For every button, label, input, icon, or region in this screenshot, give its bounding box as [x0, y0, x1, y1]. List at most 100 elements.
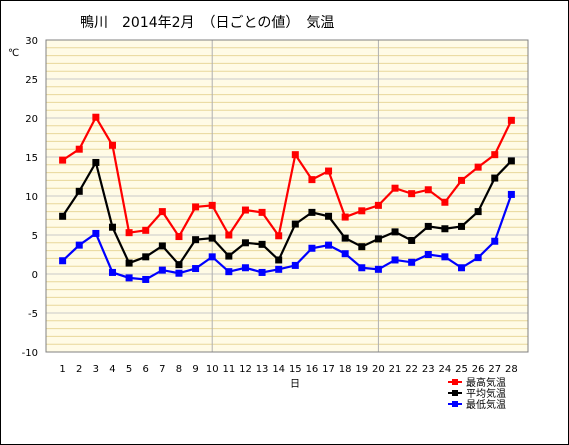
data-point-series-2	[374, 265, 382, 273]
data-point-series-1	[175, 261, 183, 269]
data-point-series-0	[192, 203, 200, 211]
x-tick-label: 1	[59, 364, 65, 375]
data-point-series-0	[291, 151, 299, 159]
legend-label: 最低気温	[466, 398, 506, 411]
x-tick-label: 27	[488, 364, 501, 375]
data-point-series-2	[241, 264, 249, 272]
data-point-series-2	[474, 254, 482, 262]
data-point-series-2	[408, 258, 416, 266]
data-point-series-1	[507, 157, 515, 165]
x-tick-label: 4	[109, 364, 115, 375]
data-point-series-0	[491, 151, 499, 159]
x-tick-label: 2	[76, 364, 82, 375]
data-point-series-1	[441, 225, 449, 233]
x-tick-label: 19	[355, 364, 368, 375]
x-tick-label: 10	[206, 364, 219, 375]
x-tick-label: 11	[222, 364, 235, 375]
x-tick-label: 7	[159, 364, 165, 375]
data-point-series-2	[208, 253, 216, 261]
data-point-series-0	[125, 229, 133, 237]
data-point-series-2	[441, 253, 449, 261]
legend-marker	[452, 379, 458, 385]
series-line-2	[61, 194, 513, 281]
data-point-series-0	[225, 231, 233, 239]
data-point-series-1	[308, 208, 316, 216]
data-point-series-2	[158, 266, 166, 274]
y-tick-label: -5	[28, 309, 38, 320]
y-tick-label: 5	[32, 231, 38, 242]
x-tick-label: 28	[505, 364, 518, 375]
data-point-series-2	[75, 241, 83, 249]
data-point-series-2	[341, 250, 349, 258]
data-point-series-2	[291, 261, 299, 269]
x-tick-label: 26	[472, 364, 485, 375]
data-point-series-2	[308, 244, 316, 252]
data-point-series-1	[358, 243, 366, 251]
y-tick-label: 10	[25, 192, 38, 203]
data-point-series-0	[374, 201, 382, 209]
data-point-series-1	[158, 242, 166, 250]
data-point-series-0	[142, 226, 150, 234]
data-point-series-0	[75, 145, 83, 153]
data-point-series-1	[92, 158, 100, 166]
data-point-series-1	[391, 228, 399, 236]
data-point-series-1	[474, 208, 482, 216]
data-point-series-1	[275, 256, 283, 264]
x-tick-label: 23	[422, 364, 435, 375]
data-point-series-0	[341, 213, 349, 221]
x-tick-label: 18	[339, 364, 352, 375]
data-point-series-1	[125, 259, 133, 267]
data-point-series-1	[374, 235, 382, 243]
x-tick-label: 15	[289, 364, 302, 375]
data-point-series-1	[408, 236, 416, 244]
data-point-series-2	[491, 237, 499, 245]
x-tick-label: 6	[143, 364, 149, 375]
legend-marker	[452, 390, 458, 396]
y-tick-label: 25	[25, 75, 38, 86]
y-tick-label: 15	[25, 153, 38, 164]
x-tick-label: 21	[389, 364, 402, 375]
data-point-series-2	[192, 265, 200, 273]
y-tick-label: 0	[32, 270, 38, 281]
data-point-series-0	[507, 116, 515, 124]
data-point-series-1	[491, 174, 499, 182]
legend-label: 平均気温	[466, 387, 506, 400]
y-tick-label: 20	[25, 114, 38, 125]
data-point-series-0	[92, 113, 100, 121]
data-point-series-1	[241, 239, 249, 247]
x-tick-label: 3	[93, 364, 99, 375]
data-point-series-0	[208, 201, 216, 209]
data-point-series-0	[408, 190, 416, 198]
chart-title: 鴨川 2014年2月 （日ごとの値） 気温	[80, 15, 335, 31]
data-point-series-2	[275, 265, 283, 273]
data-point-series-0	[158, 208, 166, 216]
data-point-series-2	[175, 269, 183, 277]
data-point-series-1	[108, 223, 116, 231]
data-point-series-2	[507, 190, 515, 198]
data-point-series-0	[325, 167, 333, 175]
data-point-series-0	[424, 186, 432, 194]
data-point-series-2	[325, 241, 333, 249]
data-point-series-0	[474, 163, 482, 171]
legend-marker	[452, 401, 458, 407]
data-point-series-2	[424, 251, 432, 258]
data-point-series-1	[59, 212, 67, 220]
series-line-1	[61, 159, 513, 267]
data-point-series-2	[59, 257, 67, 265]
data-point-series-1	[341, 234, 349, 242]
data-point-series-0	[358, 207, 366, 215]
x-axis-label: 日	[290, 379, 300, 390]
data-point-series-1	[258, 240, 266, 248]
data-point-series-0	[59, 156, 67, 164]
data-point-series-2	[391, 256, 399, 264]
x-tick-label: 14	[272, 364, 285, 375]
y-tick-label: -10	[22, 348, 38, 359]
data-point-series-2	[458, 264, 466, 272]
x-tick-label: 17	[322, 364, 335, 375]
data-point-series-1	[142, 253, 150, 261]
y-axis-unit-label: ℃	[8, 48, 19, 59]
x-tick-label: 13	[256, 364, 269, 375]
plot-border	[45, 39, 529, 353]
data-point-series-2	[125, 274, 133, 282]
